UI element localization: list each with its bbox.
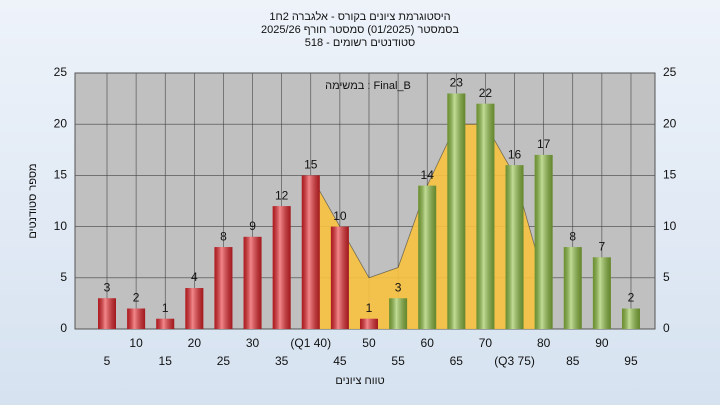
bar-shine [330, 226, 349, 329]
title: בסמסטר (01/2025) סמסטר חורף 2025/26 [261, 24, 459, 36]
bar-shine [563, 247, 582, 329]
y2-tick-label: 15 [663, 168, 677, 182]
value-label: 12 [275, 188, 289, 202]
value-label: 23 [450, 76, 464, 90]
value-label: 2 [628, 291, 635, 305]
bar-shine [476, 103, 495, 329]
value-label: 16 [508, 147, 522, 161]
value-label: 7 [599, 239, 606, 253]
x-tick-label: 85 [566, 354, 580, 368]
y2-tick-label: 0 [663, 321, 670, 335]
value-label: 10 [333, 209, 347, 223]
bar-shine [389, 298, 408, 329]
y-tick-label: 15 [54, 168, 68, 182]
x-axis-label: טווח ציונים [335, 375, 384, 387]
value-label: 4 [191, 270, 198, 284]
bar-shine [505, 165, 524, 329]
bar-shine [185, 288, 204, 329]
value-label: 1 [366, 301, 373, 315]
x-tick-label: 70 [479, 336, 493, 350]
y-tick-label: 0 [60, 321, 67, 335]
y2-tick-label: 25 [663, 65, 677, 79]
value-label: 3 [104, 280, 111, 294]
bar-shine [447, 93, 466, 329]
value-label: 2 [133, 291, 140, 305]
bar-shine [127, 308, 146, 329]
x-tick-label: 30 [246, 336, 260, 350]
title: היסטוגרמת ציונים בקורס - אלגברה 2ח1 [269, 10, 450, 23]
x-tick-label: 60 [421, 336, 435, 350]
bar-shine [534, 154, 553, 329]
bar-shine [214, 247, 233, 329]
y-tick-label: 10 [54, 219, 68, 233]
value-label: 3 [395, 280, 402, 294]
bar-shine [156, 318, 175, 329]
x-tick-label: 95 [624, 354, 638, 368]
x-tick-label: 90 [595, 336, 609, 350]
annotation: במשימה : Final_B [325, 80, 411, 92]
value-label: 17 [537, 137, 551, 151]
x-tick-label: 45 [333, 354, 347, 368]
value-label: 8 [220, 229, 227, 243]
x-tick-label: 35 [275, 354, 289, 368]
y-tick-label: 20 [54, 116, 68, 130]
x-tick-label: 10 [129, 336, 143, 350]
x-tick-label: 55 [391, 354, 405, 368]
x-tick-label: 5 [104, 354, 111, 368]
bar-shine [359, 318, 378, 329]
y2-tick-label: 5 [663, 270, 670, 284]
x-tick-label: 15 [159, 354, 173, 368]
x-tick-label: (Q3 75) [494, 354, 535, 368]
x-tick-label: 80 [537, 336, 551, 350]
bar-shine [98, 298, 116, 329]
title: סטודנטים רשומים - 518 [305, 37, 416, 49]
value-label: 15 [304, 158, 318, 172]
bar-shine [621, 308, 640, 329]
y-tick-label: 5 [60, 270, 67, 284]
y2-tick-label: 10 [663, 219, 677, 233]
bar-shine [243, 236, 262, 329]
y-tick-label: 25 [54, 65, 68, 79]
y2-tick-label: 20 [663, 116, 677, 130]
titles: היסטוגרמת ציונים בקורס - אלגברה 2ח1 בסמס… [27, 10, 460, 387]
value-label: 14 [421, 168, 435, 182]
x-tick-label: 20 [188, 336, 202, 350]
x-tick-label: 50 [362, 336, 376, 350]
x-tick-label: 65 [450, 354, 464, 368]
bar-shine [418, 185, 437, 329]
value-label: 1 [162, 301, 169, 315]
x-tick-label: (Q1 40) [290, 336, 331, 350]
x-tick-label: 25 [217, 354, 231, 368]
value-label: 9 [249, 219, 256, 233]
bar-shine [592, 257, 611, 329]
value-label: 22 [479, 86, 493, 100]
y-axis-label: מספר סטודנטים [27, 163, 39, 238]
bar-shine [272, 206, 291, 329]
value-label: 8 [569, 229, 576, 243]
bar-shine [301, 175, 320, 329]
